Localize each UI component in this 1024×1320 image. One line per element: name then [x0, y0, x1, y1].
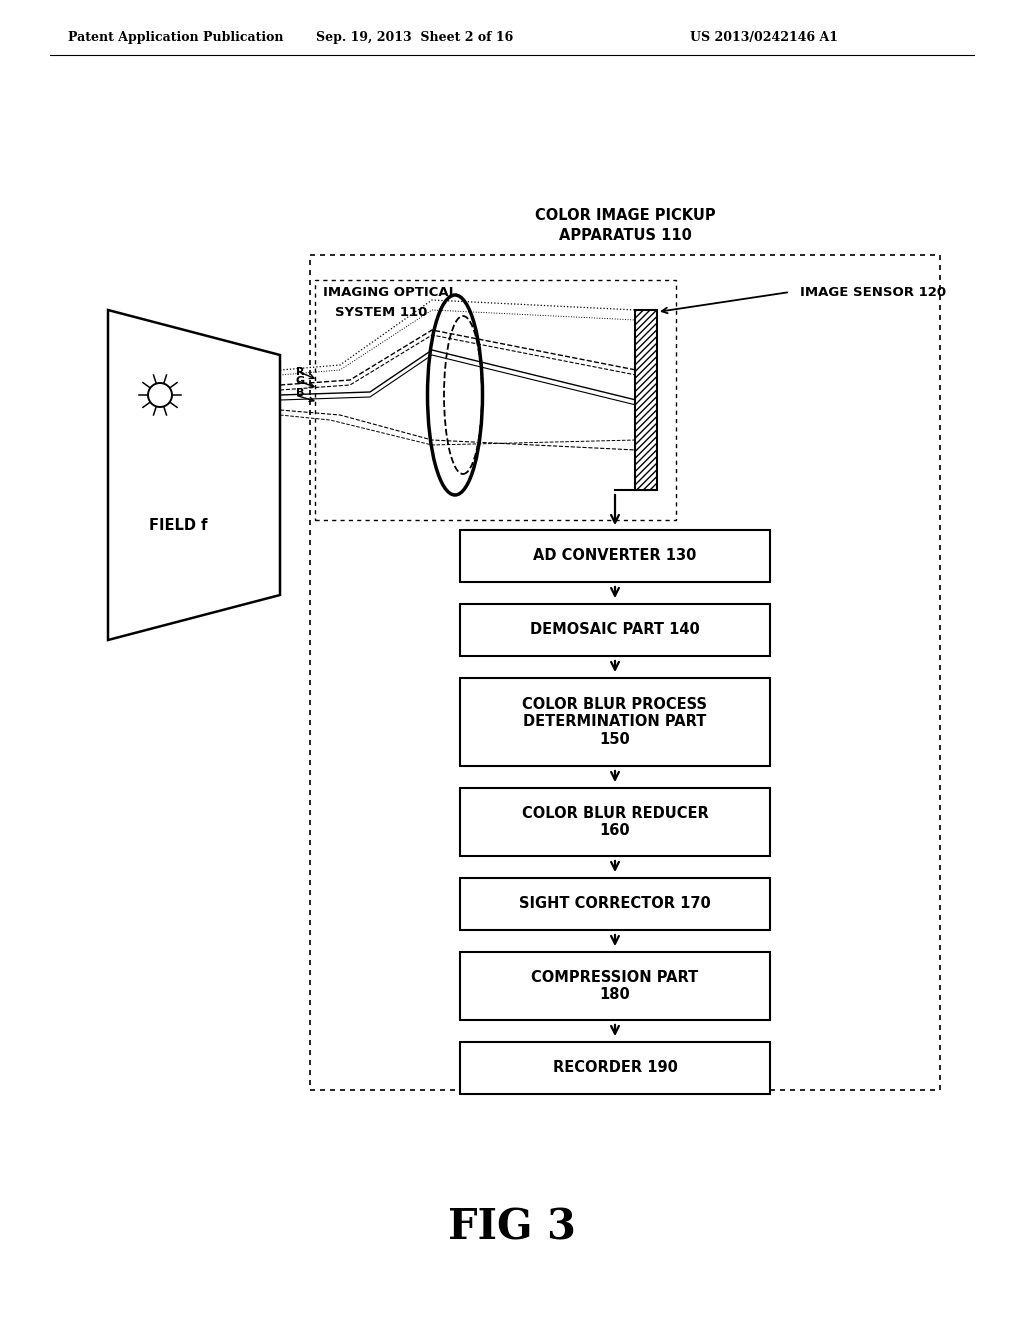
Text: US 2013/0242146 A1: US 2013/0242146 A1: [690, 30, 838, 44]
Text: IMAGE SENSOR 120: IMAGE SENSOR 120: [800, 285, 946, 298]
Bar: [460, 952, 770, 1020]
Text: R: R: [296, 367, 304, 378]
Text: FIG 3: FIG 3: [449, 1206, 575, 1249]
Text: COLOR BLUR REDUCER
160: COLOR BLUR REDUCER 160: [521, 805, 709, 838]
Text: FIELD f: FIELD f: [148, 517, 207, 532]
Bar: [460, 605, 770, 656]
Bar: [460, 788, 770, 855]
Text: AD CONVERTER 130: AD CONVERTER 130: [534, 549, 696, 564]
Text: Patent Application Publication: Patent Application Publication: [68, 30, 284, 44]
Bar: [460, 678, 770, 766]
Text: G: G: [296, 376, 305, 385]
Text: RECORDER 190: RECORDER 190: [553, 1060, 678, 1076]
Bar: [635, 310, 657, 490]
Text: SYSTEM 110: SYSTEM 110: [335, 305, 427, 318]
Text: COLOR BLUR PROCESS
DETERMINATION PART
150: COLOR BLUR PROCESS DETERMINATION PART 15…: [522, 697, 708, 747]
Text: COMPRESSION PART
180: COMPRESSION PART 180: [531, 970, 698, 1002]
Bar: [310, 255, 940, 1090]
Text: B: B: [296, 388, 304, 399]
Bar: [460, 1041, 770, 1094]
Text: DEMOSAIC PART 140: DEMOSAIC PART 140: [530, 623, 699, 638]
Bar: [460, 531, 770, 582]
Text: Sep. 19, 2013  Sheet 2 of 16: Sep. 19, 2013 Sheet 2 of 16: [316, 30, 514, 44]
Text: APPARATUS 110: APPARATUS 110: [558, 227, 691, 243]
Text: COLOR IMAGE PICKUP: COLOR IMAGE PICKUP: [535, 207, 716, 223]
Text: IMAGING OPTICAL: IMAGING OPTICAL: [323, 285, 457, 298]
Bar: [460, 878, 770, 931]
Text: SIGHT CORRECTOR 170: SIGHT CORRECTOR 170: [519, 896, 711, 912]
Bar: [315, 280, 676, 520]
